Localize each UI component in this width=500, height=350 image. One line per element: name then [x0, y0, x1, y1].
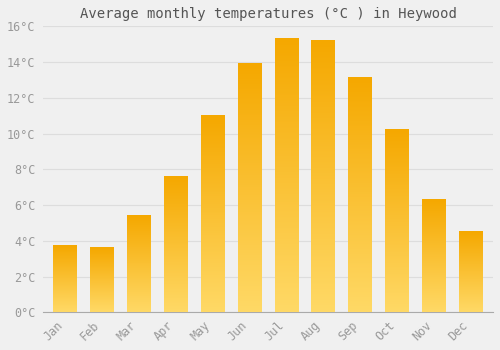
Title: Average monthly temperatures (°C ) in Heywood: Average monthly temperatures (°C ) in He…	[80, 7, 456, 21]
